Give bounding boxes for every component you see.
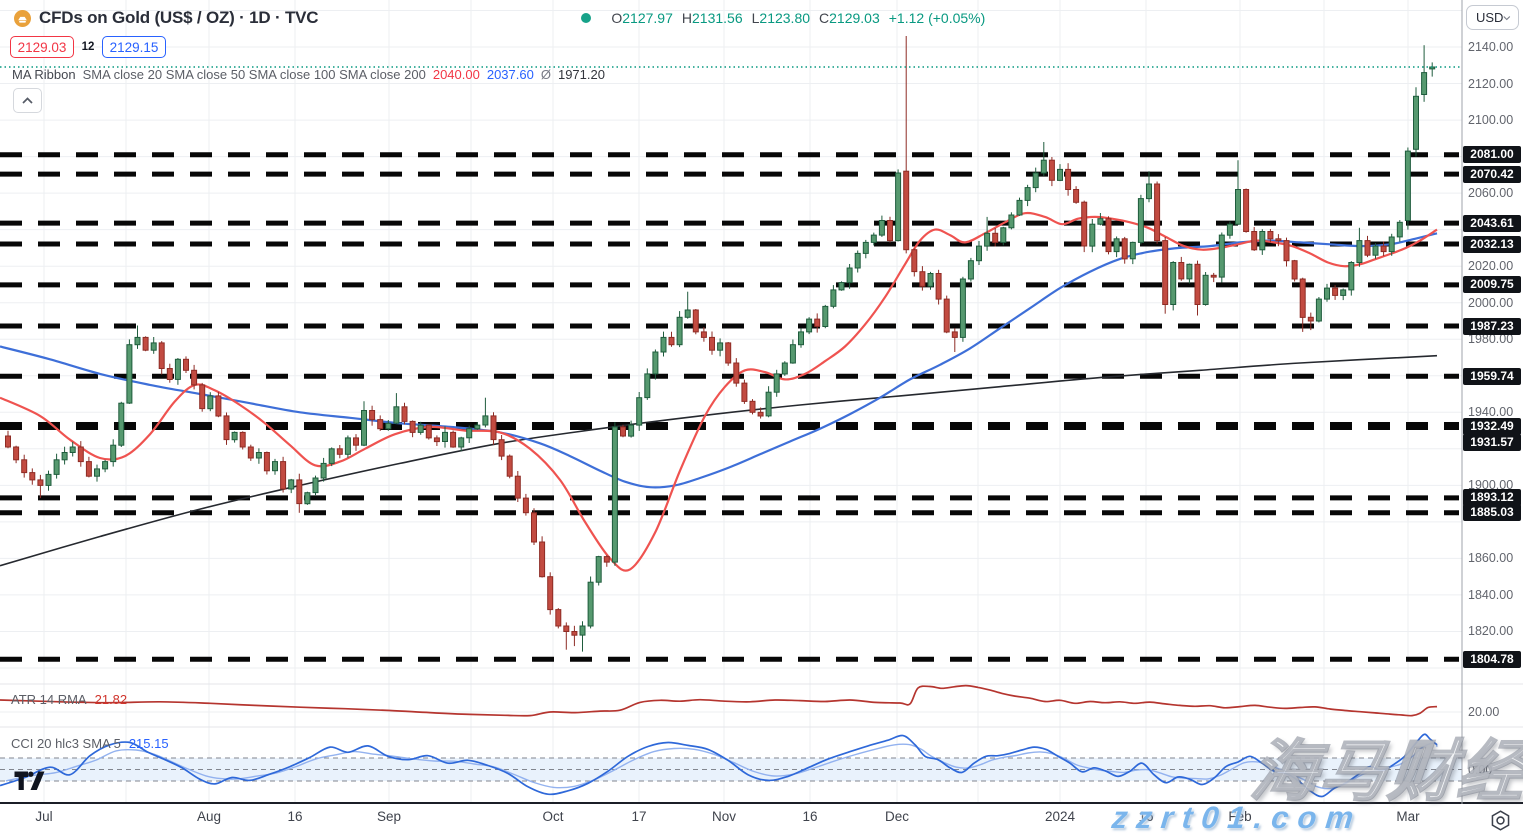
cci-sma-line — [5, 742, 1438, 790]
sell-price-button[interactable]: 2129.03 — [10, 36, 74, 58]
sma50-line — [0, 232, 1438, 489]
price-change: +1.12 (+0.05%) — [888, 10, 986, 26]
ma-ribbon-legend[interactable]: MA Ribbon SMA close 20 SMA close 50 SMA … — [12, 67, 605, 82]
pane-separators — [0, 683, 1523, 728]
atr-label: ATR 14 RMA — [11, 692, 87, 707]
sma50-value: 2037.60 — [486, 67, 534, 82]
price-tick: 2120.00 — [1468, 76, 1514, 91]
price-tick: 1820.00 — [1468, 624, 1514, 639]
time-tick: Feb — [1228, 809, 1252, 824]
price-tick: 1840.00 — [1468, 587, 1514, 602]
chevron-down-icon — [1503, 15, 1511, 20]
price-tick: 1860.00 — [1468, 551, 1514, 566]
time-tick: Aug — [196, 809, 222, 824]
cci-label: CCI 20 hlc3 SMA 5 — [11, 736, 121, 751]
average-symbol: Ø — [540, 67, 551, 82]
time-tick: Dec — [884, 809, 910, 824]
atr-axis-tick: 20.00 — [1468, 705, 1500, 719]
time-tick: Mar — [1396, 809, 1420, 824]
candles — [5, 36, 1436, 652]
atr-legend[interactable]: ATR 14 RMA 21.82 — [11, 692, 127, 707]
atr-line — [0, 684, 1438, 717]
time-tick: 16 — [1138, 809, 1154, 824]
price-level-badge: 1932.49 — [1463, 417, 1521, 435]
price-level-badge: 1987.23 — [1463, 317, 1521, 335]
price-level-badge: 2009.75 — [1463, 276, 1521, 294]
gold-symbol-icon — [14, 9, 31, 27]
price-tick: 1940.00 — [1468, 405, 1514, 420]
price-level-badge: 1885.03 — [1463, 504, 1521, 522]
price-level-badge: 1893.12 — [1463, 489, 1521, 507]
ohlc-o: O2127.97 — [611, 10, 673, 26]
cci-axis-tick: 0.00 — [1468, 762, 1493, 777]
price-tick: 2060.00 — [1468, 186, 1514, 201]
ohlc-l: L2123.80 — [751, 10, 811, 26]
ma-ribbon-title: MA Ribbon — [12, 67, 76, 82]
time-axis[interactable]: Jul Aug 16 Sep Oct 17 Nov 16 Dec 2024 16 Feb Mar — [0, 804, 1523, 833]
ohlc-pairs: O2127.97 H2131.56 L2123.80 C2129.03 — [611, 10, 879, 26]
price-level-badge: 2070.42 — [1463, 165, 1521, 183]
time-tick: 2024 — [1044, 809, 1076, 824]
price-level-badge: 2043.61 — [1463, 214, 1521, 232]
quote-row: 2129.03 12 2129.15 — [10, 36, 166, 58]
price-tick: 2000.00 — [1468, 295, 1514, 310]
price-axis[interactable]: 2140.00 2120.00 2100.00 2060.00 2020.00 2000.… — [1462, 0, 1523, 803]
buy-price-button[interactable]: 2129.15 — [102, 36, 166, 58]
time-tick: 16 — [802, 809, 818, 824]
price-level-badge: 2032.13 — [1463, 235, 1521, 253]
price-tick: 2140.00 — [1468, 39, 1514, 54]
symbol-title[interactable]: CFDs on Gold (US$ / OZ) · 1D · TVC — [39, 8, 319, 27]
settings-gear-icon[interactable] — [1489, 809, 1512, 833]
cci-line — [0, 733, 1438, 798]
price-level-badge: 1931.57 — [1463, 434, 1521, 452]
price-level-badge: 1959.74 — [1463, 367, 1521, 385]
sma200-line — [0, 354, 1438, 567]
cci-band — [0, 757, 1462, 782]
cci-value: 215.15 — [128, 736, 169, 751]
price-tick: 1980.00 — [1468, 332, 1514, 347]
ohlc-values: O2127.97 H2131.56 L2123.80 C2129.03 +1.12 (… — [611, 10, 985, 26]
cci-legend[interactable]: CCI 20 hlc3 SMA 5 215.15 — [11, 736, 169, 751]
time-tick: Nov — [711, 809, 737, 824]
sma20-value: 2040.00 — [432, 67, 480, 82]
atr-value: 21.82 — [94, 692, 128, 707]
ma-ribbon-params: SMA close 20 SMA close 50 SMA close 100 … — [82, 67, 426, 82]
tradingview-logo[interactable] — [14, 771, 45, 796]
symbol-header: CFDs on Gold (US$ / OZ) · 1D · TVC O2127… — [14, 8, 985, 28]
price-tick: 1900.00 — [1468, 478, 1514, 493]
vertical-gridlines — [43, 0, 1409, 803]
time-tick: 17 — [631, 809, 647, 824]
market-status-icon — [581, 13, 592, 23]
ohlc-c: C2129.03 — [819, 10, 880, 26]
horizontal-gridlines — [0, 10, 1462, 713]
time-tick: Jul — [35, 809, 53, 824]
ohlc-h: H2131.56 — [681, 10, 743, 26]
price-tick: 2100.00 — [1468, 113, 1514, 128]
collapse-legend-button[interactable] — [13, 88, 42, 113]
currency-dropdown[interactable]: USD — [1466, 5, 1519, 30]
chevron-up-icon — [22, 97, 33, 104]
time-tick: 16 — [287, 809, 303, 824]
price-level-badge: 1804.78 — [1463, 650, 1521, 668]
spread-value: 12 — [81, 41, 95, 53]
time-tick: Sep — [376, 809, 402, 824]
sma200-value: 1971.20 — [557, 67, 605, 82]
price-level-badge: 2081.00 — [1463, 146, 1521, 164]
key-level-lines — [0, 152, 1459, 662]
price-tick: 2020.00 — [1468, 259, 1514, 274]
currency-label: USD — [1476, 10, 1504, 25]
time-tick: Oct — [542, 809, 564, 824]
